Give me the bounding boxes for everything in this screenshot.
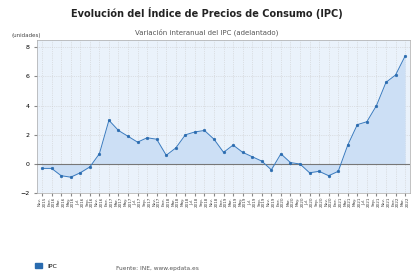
- Legend: IPC: IPC: [32, 261, 59, 272]
- Text: (unidades): (unidades): [11, 33, 40, 38]
- Text: Variación interanual del IPC (adelantado): Variación interanual del IPC (adelantado…: [135, 29, 278, 36]
- Text: Evolución del Índice de Precios de Consumo (IPC): Evolución del Índice de Precios de Consu…: [71, 7, 342, 19]
- Text: Fuente: INE, www.epdata.es: Fuente: INE, www.epdata.es: [116, 266, 198, 271]
